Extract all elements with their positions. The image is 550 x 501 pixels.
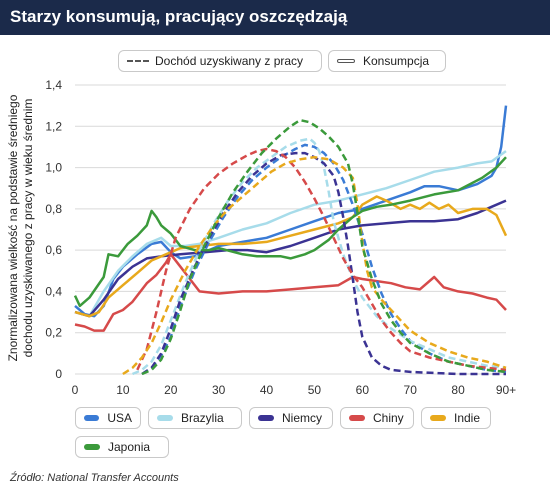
legend-item-niemcy[interactable]: Niemcy (249, 407, 333, 429)
legend-item-brazylia[interactable]: Brazylia (148, 407, 242, 429)
y-tick-label: 0 (55, 367, 62, 381)
legend-item-usa[interactable]: USA (75, 407, 141, 429)
legend-swatch (157, 415, 173, 421)
legend-swatch (430, 415, 446, 421)
legend-income-label: Dochód uzyskiwany z pracy (155, 54, 304, 68)
y-tick-label: 1,2 (45, 119, 62, 133)
income-line-chiny (136, 147, 507, 372)
y-tick-label: 1,0 (45, 161, 62, 175)
y-axis-label-line2: dochodu uzyskiwanego z pracy w wieku śre… (21, 99, 35, 358)
legend-label: Chiny (373, 411, 404, 425)
income-lines (122, 118, 507, 376)
legend-swatch (349, 415, 365, 421)
source-note: Źródło: National Transfer Accounts (10, 472, 179, 484)
consumption-line-niemcy (74, 199, 507, 318)
income-line-japonia (141, 118, 507, 376)
x-tick-label: 0 (72, 383, 79, 397)
y-tick-label: 0,2 (45, 326, 62, 340)
x-tick-label: 60 (356, 383, 370, 397)
x-tick-label: 90+ (496, 383, 516, 397)
consumption-lines (73, 105, 508, 332)
consumption-line-chiny (74, 253, 507, 332)
legend-consumption[interactable]: Konsumpcja (328, 50, 446, 72)
legend-swatch (84, 444, 100, 450)
chart-title: Starzy konsumują, pracujący oszczędzają (10, 7, 348, 26)
y-axis-label-line1: Znormalizowana wielkość na podstawie śre… (6, 94, 20, 361)
y-tick-labels: 0 0,2 0,4 0,6 0,8 1,0 1,2 1,4 (45, 78, 62, 381)
legend-income[interactable]: Dochód uzyskiwany z pracy (118, 50, 322, 72)
y-tick-label: 0,4 (45, 284, 62, 298)
y-tick-label: 1,4 (45, 78, 62, 92)
y-tick-label: 0,6 (45, 243, 62, 257)
legend-item-indie[interactable]: Indie (421, 407, 491, 429)
dashed-line-icon (127, 60, 149, 62)
x-tick-label: 70 (404, 383, 418, 397)
consumption-line-brazylia (74, 150, 507, 318)
legend-label: Indie (454, 411, 481, 425)
x-tick-label: 30 (212, 383, 226, 397)
legend-item-chiny[interactable]: Chiny (340, 407, 414, 429)
legend-item-japonia[interactable]: Japonia (75, 436, 169, 458)
legend-label: Brazylia (181, 411, 224, 425)
income-line-indie (122, 155, 507, 376)
legend-swatch (84, 415, 100, 421)
solid-line-icon (337, 59, 355, 63)
x-tick-labels: 0 10 20 30 40 50 60 70 80 90+ (72, 383, 517, 397)
income-line-brazylia (132, 137, 507, 376)
legend-label: Japonia (108, 440, 151, 454)
y-tick-label: 0,8 (45, 202, 62, 216)
x-tick-label: 10 (116, 383, 130, 397)
legend-swatch (258, 415, 274, 421)
line-chart: 0 0,2 0,4 0,6 0,8 1,0 1,2 1,4 0 10 20 30 40 50 60 70 80… (6, 78, 517, 397)
x-tick-label: 40 (260, 383, 274, 397)
x-tick-label: 50 (308, 383, 322, 397)
x-tick-label: 20 (164, 383, 178, 397)
consumption-line-japonia (73, 156, 507, 308)
y-axis-label: Znormalizowana wielkość na podstawie śre… (6, 94, 35, 361)
legend-consumption-label: Konsumpcja (363, 54, 430, 68)
legend-label: Niemcy (282, 411, 323, 425)
consumption-line-indie (74, 195, 508, 318)
title-bar: Starzy konsumują, pracujący oszczędzają (0, 0, 550, 35)
legend-label: USA (107, 411, 132, 425)
grid (75, 84, 506, 375)
x-tick-label: 80 (451, 383, 465, 397)
